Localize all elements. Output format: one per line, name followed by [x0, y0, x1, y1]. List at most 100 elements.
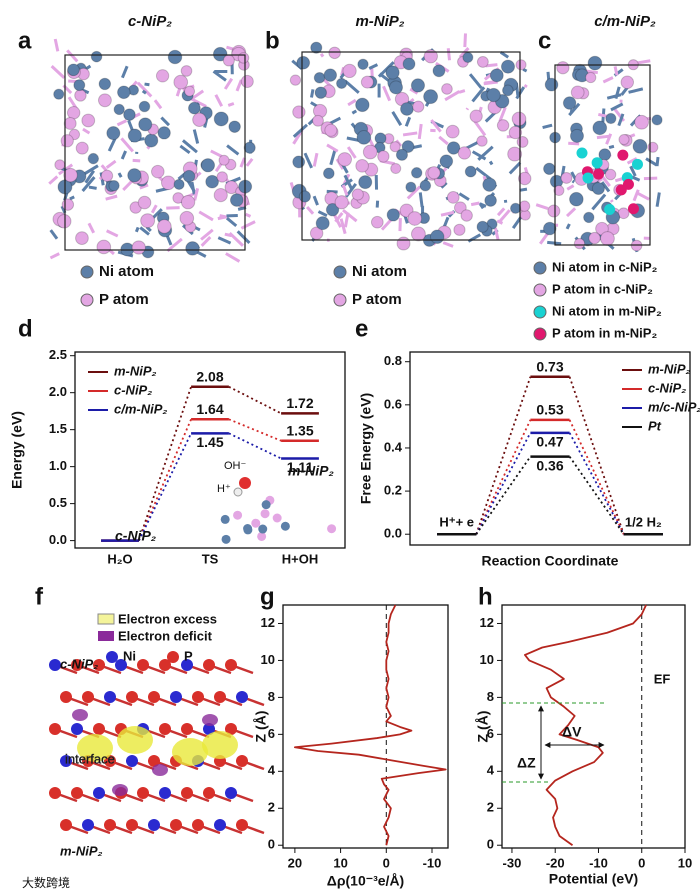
bond — [430, 119, 442, 133]
legend-text: Ni atom — [99, 263, 154, 280]
atom — [356, 130, 372, 145]
atom — [167, 49, 183, 65]
bond — [628, 87, 644, 94]
atom — [233, 487, 243, 497]
panel-letter: g — [260, 583, 275, 610]
atom — [556, 61, 570, 75]
atom — [237, 52, 250, 64]
value-label: 0.53 — [536, 402, 563, 418]
layer-label: m-NiP₂ — [60, 843, 103, 858]
bond — [329, 149, 337, 166]
value-label: 0.47 — [536, 434, 563, 450]
bond — [488, 160, 494, 166]
bond — [333, 214, 343, 228]
atom — [445, 124, 460, 139]
bond — [53, 38, 60, 52]
atom — [544, 77, 559, 92]
y-axis-label: Z (Å) — [253, 711, 269, 743]
atom — [93, 723, 105, 735]
atom — [289, 74, 302, 86]
atom — [476, 135, 488, 147]
atom — [192, 691, 204, 703]
connector — [475, 419, 532, 535]
y-tick-label: 0.5 — [49, 495, 67, 510]
atom — [460, 209, 473, 222]
bond — [629, 165, 637, 177]
x-tick-label: 10 — [333, 855, 347, 870]
x-axis-label: Δρ(10⁻³e/Å) — [327, 873, 404, 889]
atom — [179, 210, 195, 226]
bond — [438, 135, 449, 146]
legend-swatch — [98, 631, 114, 641]
bond — [236, 230, 251, 244]
y-tick-label: 2.5 — [49, 347, 67, 362]
atom — [292, 105, 306, 119]
atom — [355, 97, 370, 113]
atom — [104, 819, 116, 831]
atom — [502, 84, 514, 97]
atom — [71, 787, 83, 799]
atom — [583, 211, 595, 224]
connector — [228, 385, 282, 415]
atom — [337, 152, 352, 167]
bond — [347, 98, 357, 107]
atom — [515, 59, 527, 71]
y-tick-label: 0 — [268, 837, 275, 852]
atom — [462, 51, 474, 63]
atom — [73, 79, 86, 92]
connector — [475, 456, 532, 535]
bond — [153, 99, 163, 110]
bond — [66, 49, 79, 63]
atom — [604, 203, 616, 215]
atom — [258, 524, 268, 534]
y-tick-label: 6 — [268, 726, 275, 741]
bond — [498, 106, 507, 123]
atom — [170, 819, 182, 831]
atom — [395, 148, 409, 161]
atom — [632, 138, 648, 154]
atom — [486, 87, 501, 103]
bond — [446, 48, 451, 61]
atom — [355, 159, 369, 173]
atom — [508, 125, 523, 140]
bond — [465, 107, 469, 111]
atom — [81, 113, 96, 128]
value-label: 0.73 — [536, 359, 563, 375]
atom — [243, 525, 253, 535]
atom — [261, 500, 271, 510]
atom — [100, 169, 114, 182]
atom — [296, 55, 311, 70]
bond — [312, 195, 319, 206]
y-tick-label: 2.0 — [49, 384, 67, 399]
atom — [49, 659, 61, 671]
bond — [151, 208, 163, 220]
atom — [87, 152, 100, 165]
y-tick-label: 4 — [487, 763, 495, 778]
atom — [334, 195, 349, 210]
bond — [496, 219, 504, 225]
bond — [605, 133, 613, 145]
atom — [600, 231, 615, 246]
bond — [631, 175, 641, 182]
bond — [382, 85, 392, 102]
atom — [543, 162, 556, 176]
bond — [499, 51, 510, 59]
bond — [132, 158, 141, 163]
atom — [60, 819, 72, 831]
atom — [547, 204, 561, 218]
atom — [180, 65, 193, 77]
atom — [591, 181, 605, 195]
atom — [192, 819, 204, 831]
atom — [213, 111, 229, 127]
atom — [634, 114, 650, 130]
bond — [473, 120, 487, 137]
atom — [239, 477, 251, 489]
atom — [423, 49, 438, 64]
connector — [475, 376, 532, 535]
y-tick-label: 6 — [487, 726, 494, 741]
connector — [138, 418, 192, 541]
atom — [213, 188, 228, 203]
x-tick-label: 0 — [638, 855, 645, 870]
bond — [98, 176, 103, 181]
atom — [54, 159, 66, 171]
